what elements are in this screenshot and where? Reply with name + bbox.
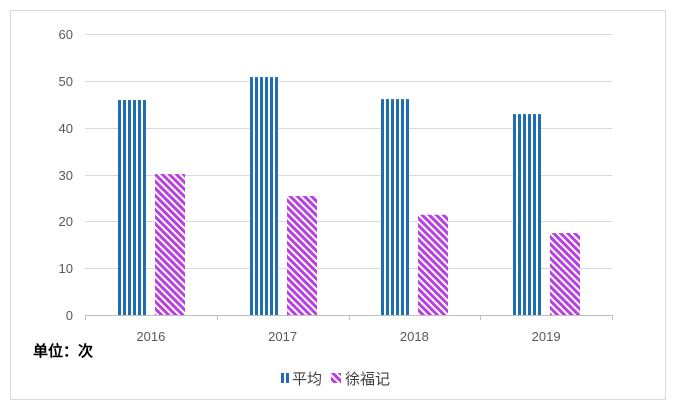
bar-average-2019 [513,114,541,316]
y-tick-label: 30 [59,168,73,183]
y-axis: 0 10 20 30 40 50 60 [59,27,73,323]
legend-label-average: 平均 [292,370,322,388]
x-tick-label: 2018 [400,329,429,344]
y-tick-label: 60 [59,27,73,42]
x-tick-label: 2019 [532,329,561,344]
bar-xufuji-2018 [418,214,448,315]
bar-xufuji-2017 [287,196,317,315]
bar-average-2016 [118,100,146,315]
x-tick-label: 2017 [268,329,297,344]
y-tick-label: 50 [59,74,73,89]
y-tick-label: 40 [59,121,73,136]
y-tick-label: 20 [59,214,73,229]
x-axis: 2016 2017 2018 2019 [85,315,613,344]
y-tick-label: 0 [66,308,73,323]
legend-swatch-average [281,373,289,383]
bar-xufuji-2019 [550,233,580,315]
bar-xufuji-2016 [155,174,185,315]
y-tick-label: 10 [59,261,73,276]
chart-border [10,10,666,400]
bar-average-2018 [381,99,409,316]
x-tick-label: 2016 [136,329,165,344]
bar-average-2017 [250,77,278,315]
legend-swatch-xufuji [331,373,341,383]
bars [118,77,580,316]
unit-note: 单位：次 [33,342,93,360]
legend-label-xufuji: 徐福记 [345,370,390,388]
legend: 平均 徐福记 [281,370,390,388]
